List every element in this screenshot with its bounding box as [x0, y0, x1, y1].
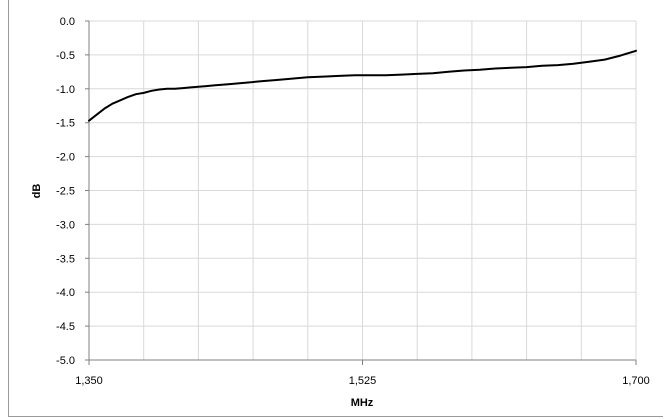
y-tick-label: -3.5: [56, 253, 75, 265]
x-tick-label: 1,700: [622, 375, 650, 387]
y-tick-label: -0.5: [56, 50, 75, 62]
y-tick-label: -3.0: [56, 219, 75, 231]
y-tick-label: -4.5: [56, 321, 75, 333]
axes-layer: [85, 20, 637, 365]
y-tick-label: -4.0: [56, 287, 75, 299]
series-layer: [88, 49, 637, 122]
x-tick-label: 1,525: [349, 375, 377, 387]
grid-layer: [89, 20, 637, 361]
y-tick-label: -2.5: [56, 186, 75, 198]
y-tick-label: -1.5: [56, 118, 75, 130]
series-line: [88, 49, 637, 122]
x-tick-label: 1,350: [75, 375, 103, 387]
x-tick-labels: 1,350 1,525 1,700: [75, 375, 650, 387]
y-tick-label: 0.0: [60, 16, 75, 28]
y-tick-label: -5.0: [56, 355, 75, 367]
x-axis-title: MHz: [351, 397, 374, 409]
y-tick-label: -1.0: [56, 84, 75, 96]
y-axis-title: dB: [31, 184, 43, 199]
y-tick-labels: 0.0 -0.5 -1.0 -1.5 -2.0 -2.5 -3.0 -3.5 -4.0 -4.5 -…: [56, 16, 75, 367]
y-tick-label: -2.0: [56, 152, 75, 164]
chart-frame: [8, 0, 663, 417]
